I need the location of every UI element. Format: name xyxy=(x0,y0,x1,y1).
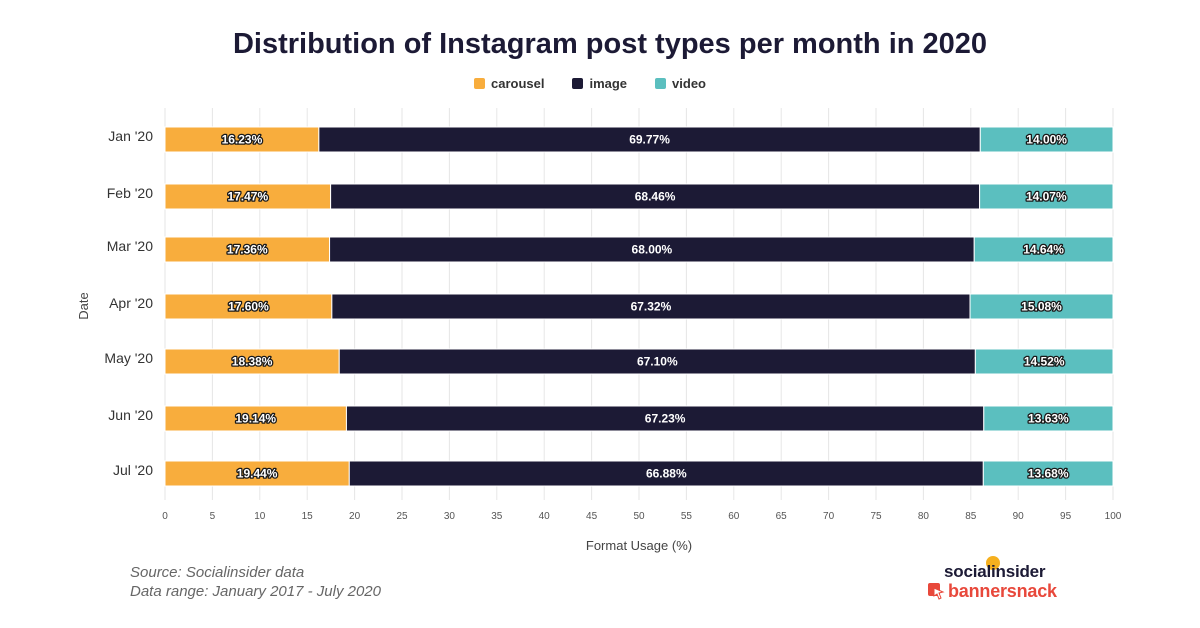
x-tick-label: 15 xyxy=(302,511,314,522)
data-label-video: 14.07% xyxy=(1026,190,1067,204)
data-label-carousel: 19.44% xyxy=(237,467,278,481)
x-tick-label: 20 xyxy=(349,511,361,522)
bar-video[interactable] xyxy=(983,405,1114,432)
y-tick-label: Jan '20 xyxy=(108,128,153,144)
data-label-image: 68.00% xyxy=(632,243,673,257)
bar-carousel[interactable] xyxy=(164,405,347,432)
logo-dot-icon xyxy=(986,556,1000,570)
data-label-carousel: 18.38% xyxy=(232,355,273,369)
data-label-image: 67.10% xyxy=(637,355,678,369)
legend-label-video: video xyxy=(672,76,707,91)
legend-swatch-video xyxy=(655,78,667,89)
x-tick-label: 80 xyxy=(918,511,930,522)
legend-swatch-image xyxy=(572,78,584,89)
data-label-image: 66.88% xyxy=(646,467,687,481)
chart-title: Distribution of Instagram post types per… xyxy=(232,28,988,60)
legend: carousel image video xyxy=(0,76,1180,91)
y-tick-label: Jun '20 xyxy=(108,407,153,423)
source-line: Source: Socialinsider data xyxy=(130,564,305,581)
legend-label-image: image xyxy=(589,76,628,91)
bar-carousel[interactable] xyxy=(164,460,350,487)
bar-video[interactable] xyxy=(979,126,1114,153)
x-tick-label: 5 xyxy=(210,511,216,522)
data-label-video: 13.63% xyxy=(1028,412,1069,426)
x-tick-label: 85 xyxy=(965,511,977,522)
bar-carousel[interactable] xyxy=(164,236,331,263)
x-tick-label: 75 xyxy=(870,511,882,522)
bar-carousel[interactable] xyxy=(164,183,332,210)
x-tick-label: 40 xyxy=(539,511,551,522)
bar-carousel[interactable] xyxy=(164,348,340,375)
legend-item-image[interactable]: image xyxy=(572,76,627,91)
bar-image[interactable] xyxy=(330,183,981,210)
bar-video[interactable] xyxy=(973,236,1114,263)
bar-video[interactable] xyxy=(974,348,1114,375)
x-tick-label: 45 xyxy=(586,511,598,522)
x-tick-label: 10 xyxy=(254,511,266,522)
data-label-image: 69.77% xyxy=(629,133,670,147)
bar-video[interactable] xyxy=(969,293,1114,320)
data-label-video: 14.52% xyxy=(1024,355,1065,369)
source-note: Source: Socialinsider data Data range: J… xyxy=(130,563,381,601)
x-tick-label: 60 xyxy=(728,511,740,522)
bar-image[interactable] xyxy=(338,348,976,375)
x-tick-label: 0 xyxy=(162,511,168,522)
data-label-carousel: 17.60% xyxy=(228,300,269,314)
socialinsider-logo-text: socialinsider xyxy=(944,562,1046,581)
data-label-image: 67.32% xyxy=(631,300,672,314)
x-tick-label: 55 xyxy=(681,511,693,522)
x-tick-label: 70 xyxy=(823,511,835,522)
y-tick-label: Apr '20 xyxy=(109,295,153,311)
y-tick-label: May '20 xyxy=(104,350,153,366)
x-tick-label: 30 xyxy=(444,511,456,522)
bannersnack-logo-text: bannersnack xyxy=(948,581,1057,601)
data-label-video: 13.68% xyxy=(1028,467,1069,481)
bar-image[interactable] xyxy=(348,460,984,487)
legend-label-carousel: carousel xyxy=(490,76,545,91)
date-range-line: Data range: January 2017 - July 2020 xyxy=(130,583,381,600)
bar-video[interactable] xyxy=(979,183,1114,210)
y-axis-title: Date xyxy=(76,292,91,319)
data-label-carousel: 17.47% xyxy=(227,190,268,204)
data-label-video: 14.64% xyxy=(1023,243,1064,257)
legend-swatch-carousel xyxy=(473,78,485,89)
cursor-icon xyxy=(928,583,945,600)
x-tick-label: 25 xyxy=(396,511,408,522)
data-label-image: 67.23% xyxy=(645,412,686,426)
data-label-carousel: 19.14% xyxy=(235,412,276,426)
x-tick-label: 65 xyxy=(776,511,788,522)
data-label-carousel: 16.23% xyxy=(222,133,263,147)
data-label-video: 15.08% xyxy=(1021,300,1062,314)
x-tick-label: 100 xyxy=(1105,511,1122,522)
brand-logo: socialinsider bannersnack xyxy=(924,556,1074,606)
x-tick-label: 95 xyxy=(1060,511,1072,522)
legend-item-video[interactable]: video xyxy=(655,76,706,91)
x-axis-title: Format Usage (%) xyxy=(586,538,692,553)
x-tick-label: 50 xyxy=(633,511,645,522)
y-tick-label: Feb '20 xyxy=(107,185,153,201)
bar-video[interactable] xyxy=(982,460,1114,487)
bar-image[interactable] xyxy=(329,236,975,263)
x-tick-label: 35 xyxy=(491,511,503,522)
y-tick-label: Jul '20 xyxy=(113,462,153,478)
legend-item-carousel[interactable]: carousel xyxy=(473,76,545,91)
data-label-image: 68.46% xyxy=(635,190,676,204)
data-label-carousel: 17.36% xyxy=(227,243,268,257)
data-label-video: 14.00% xyxy=(1026,133,1067,147)
x-tick-label: 90 xyxy=(1013,511,1025,522)
y-tick-label: Mar '20 xyxy=(107,238,153,254)
